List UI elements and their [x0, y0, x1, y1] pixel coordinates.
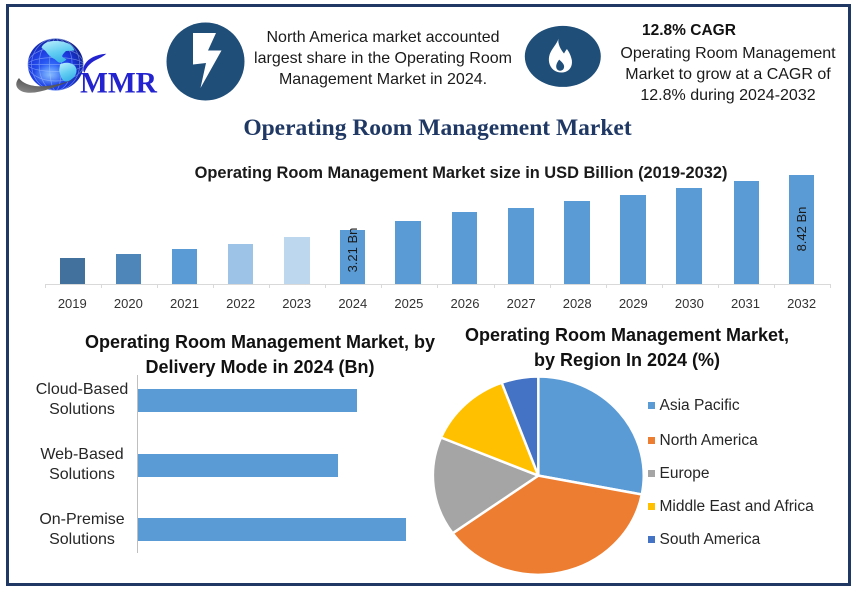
- svg-text:MMR: MMR: [80, 68, 158, 100]
